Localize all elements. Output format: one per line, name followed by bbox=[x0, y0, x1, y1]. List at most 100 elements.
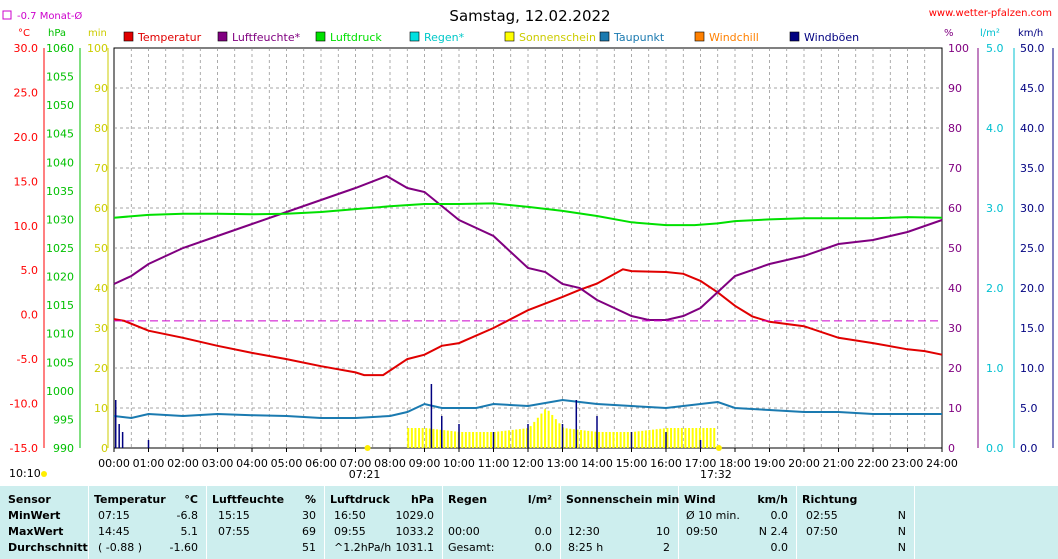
sunshine-bar bbox=[486, 432, 489, 448]
stats-cell: 0.0 bbox=[770, 541, 789, 554]
stats-cell: 09:50 bbox=[686, 525, 718, 538]
stats-cell: 51 bbox=[302, 541, 316, 554]
stats-header-press: Luftdruck bbox=[330, 493, 390, 506]
hpa-tick-label: 1005 bbox=[46, 356, 74, 369]
sunshine-bar bbox=[652, 429, 655, 448]
sunshine-bar bbox=[479, 432, 482, 448]
luftdruck-line bbox=[113, 202, 943, 227]
stats-row-label: MinWert bbox=[8, 509, 61, 522]
sunset-marker bbox=[715, 445, 722, 451]
stats-row-label: Durchschnitt bbox=[8, 541, 88, 554]
rain-tick-label: 4.0 bbox=[986, 122, 1004, 135]
hour-tick-label: 19:00 bbox=[754, 457, 786, 470]
hpa-tick-label: 1020 bbox=[46, 271, 74, 284]
hpa-tick-label: 1055 bbox=[46, 71, 74, 84]
pct-tick-label: 70 bbox=[948, 162, 962, 175]
sunshine-bar bbox=[666, 428, 669, 448]
sunshine-bar bbox=[533, 421, 536, 448]
sunshine-bar bbox=[619, 432, 622, 448]
stats-cell: N bbox=[897, 525, 906, 538]
sunshine-bar bbox=[508, 430, 511, 448]
sunshine-bar bbox=[425, 428, 428, 448]
sunrise-marker bbox=[364, 445, 371, 451]
stats-header-temp-unit: °C bbox=[184, 493, 198, 506]
sun-marker-icon bbox=[41, 471, 47, 477]
sunshine-bar bbox=[493, 431, 496, 448]
min-tick-label: 10 bbox=[94, 402, 108, 415]
hour-tick-label: 09:00 bbox=[409, 457, 441, 470]
sunshine-bar bbox=[580, 430, 583, 448]
wind-tick-label: 10.0 bbox=[1020, 362, 1045, 375]
sunshine-bar bbox=[605, 432, 608, 448]
legend-label: Sonnenschein bbox=[519, 31, 596, 44]
hour-tick-label: 15:00 bbox=[616, 457, 648, 470]
sunshine-bar bbox=[680, 428, 683, 448]
hour-tick-label: 23:00 bbox=[892, 457, 924, 470]
hour-tick-label: 00:00 bbox=[98, 457, 130, 470]
pct-tick-label: 50 bbox=[948, 242, 962, 255]
sunshine-bar bbox=[497, 431, 500, 448]
sunshine-bar bbox=[616, 432, 619, 448]
sunshine-bar bbox=[590, 431, 593, 448]
sunshine-bar bbox=[662, 428, 665, 448]
stats-cell: 02:55 bbox=[806, 509, 838, 522]
luftfeuchte-line bbox=[113, 174, 943, 321]
sunshine-bar bbox=[410, 428, 413, 448]
sunshine-bar bbox=[688, 428, 691, 448]
temp-tick-label: -10.0 bbox=[10, 398, 38, 411]
hour-tick-label: 01:00 bbox=[133, 457, 165, 470]
sunshine-bar bbox=[655, 429, 658, 448]
sunshine-bar bbox=[659, 428, 662, 448]
min-tick-label: 80 bbox=[94, 122, 108, 135]
stats-cell: ( -0.88 ) bbox=[98, 541, 143, 554]
stats-header-temp: Temperatur bbox=[94, 493, 166, 506]
hour-tick-label: 17:00 bbox=[685, 457, 717, 470]
sunshine-bar bbox=[698, 428, 701, 448]
chart-axes: 30.0 25.0 20.0 15.0 10.0 5.0 0.0 -5.0 -10.0 -15.0… bbox=[10, 28, 1054, 481]
stats-cell: 16:50 bbox=[334, 509, 366, 522]
hpa-tick-label: 1045 bbox=[46, 128, 74, 141]
weather-chart: 30.0 25.0 20.0 15.0 10.0 5.0 0.0 -5.0 -10.0 -15.0… bbox=[2, 7, 1054, 481]
sunshine-bar bbox=[500, 431, 503, 448]
temp-tick-label: 5.0 bbox=[21, 264, 39, 277]
sunshine-bar bbox=[623, 432, 626, 448]
hour-tick-label: 11:00 bbox=[478, 457, 510, 470]
sunshine-bar bbox=[644, 430, 647, 448]
sunshine-bar bbox=[684, 428, 687, 448]
site-link[interactable]: www.wetter-pfalzen.com bbox=[929, 8, 1052, 19]
sunshine-bar bbox=[461, 432, 464, 448]
sunshine-bar bbox=[522, 428, 525, 448]
stats-header-hum: Luftfeuchte bbox=[212, 493, 285, 506]
pct-tick-label: 100 bbox=[948, 42, 969, 55]
stats-column-divider bbox=[88, 486, 89, 559]
taupunkt-line bbox=[113, 398, 942, 420]
hour-tick-label: 18:00 bbox=[719, 457, 751, 470]
min-tick-label: 50 bbox=[94, 242, 108, 255]
sunshine-bar bbox=[464, 432, 467, 448]
chart-grid bbox=[113, 47, 943, 449]
sunshine-bar bbox=[551, 414, 554, 448]
hour-tick-label: 06:00 bbox=[305, 457, 337, 470]
hour-tick-label: 07:00 bbox=[340, 457, 372, 470]
wind-tick-label: 30.0 bbox=[1020, 202, 1045, 215]
legend-swatch bbox=[123, 31, 134, 42]
temp-unit-label: °C bbox=[18, 28, 30, 39]
sunshine-bar bbox=[472, 432, 475, 448]
stats-cell: N bbox=[897, 541, 906, 554]
stats-cell: N 2.4 bbox=[758, 525, 788, 538]
stats-cell: 1029.0 bbox=[395, 509, 435, 522]
min-tick-label: 90 bbox=[94, 82, 108, 95]
sunshine-bar bbox=[414, 428, 417, 448]
sunshine-bar bbox=[598, 432, 601, 448]
min-tick-label: 0 bbox=[101, 442, 108, 455]
sunrise-label: 07:21 bbox=[349, 468, 381, 481]
sunshine-bar bbox=[454, 431, 457, 448]
stats-cell: ^1.2hPa/h bbox=[334, 541, 392, 554]
stats-cell: 15:15 bbox=[218, 509, 250, 522]
min-tick-label: 30 bbox=[94, 322, 108, 335]
min-tick-label: 70 bbox=[94, 162, 108, 175]
legend-label: Taupunkt bbox=[613, 31, 665, 44]
sunshine-bar bbox=[594, 431, 597, 448]
wind-tick-label: 25.0 bbox=[1020, 242, 1045, 255]
legend-label: Temperatur bbox=[137, 31, 202, 44]
